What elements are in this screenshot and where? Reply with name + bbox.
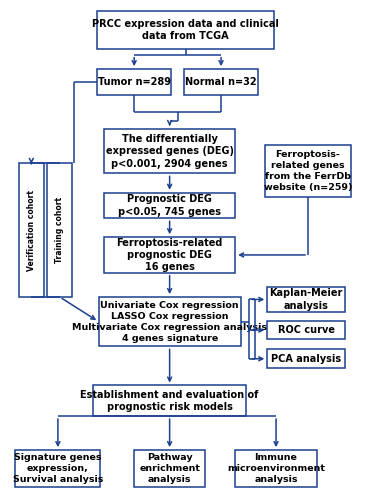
- Text: Tumor n=289: Tumor n=289: [98, 77, 171, 87]
- Text: The differentially
expressed genes (DEG)
p<0.001, 2904 genes: The differentially expressed genes (DEG)…: [106, 134, 234, 168]
- Text: Ferroptosis-
related genes
from the FerrDb
website (n=259): Ferroptosis- related genes from the Ferr…: [264, 150, 352, 192]
- Text: PCA analysis: PCA analysis: [271, 354, 341, 364]
- FancyBboxPatch shape: [267, 350, 345, 368]
- FancyBboxPatch shape: [134, 450, 205, 487]
- Text: Ferroptosis-related
prognostic DEG
16 genes: Ferroptosis-related prognostic DEG 16 ge…: [116, 238, 223, 272]
- FancyBboxPatch shape: [104, 237, 235, 272]
- Text: Pathway
enrichment
analysis: Pathway enrichment analysis: [139, 453, 200, 484]
- FancyBboxPatch shape: [19, 164, 44, 297]
- Text: Prognostic DEG
p<0.05, 745 genes: Prognostic DEG p<0.05, 745 genes: [118, 194, 221, 216]
- FancyBboxPatch shape: [97, 69, 171, 94]
- FancyBboxPatch shape: [235, 450, 317, 487]
- Text: Normal n=32: Normal n=32: [185, 77, 257, 87]
- FancyBboxPatch shape: [267, 320, 345, 340]
- Text: Immune
microenvironment
analysis: Immune microenvironment analysis: [227, 453, 325, 484]
- Text: Kaplan-Meier
analysis: Kaplan-Meier analysis: [269, 288, 343, 310]
- FancyBboxPatch shape: [15, 450, 101, 487]
- FancyBboxPatch shape: [104, 129, 235, 174]
- Text: PRCC expression data and clinical
data from TCGA: PRCC expression data and clinical data f…: [92, 19, 279, 41]
- FancyBboxPatch shape: [184, 69, 258, 94]
- FancyBboxPatch shape: [265, 145, 351, 197]
- Text: Training cohort: Training cohort: [55, 197, 64, 264]
- FancyBboxPatch shape: [97, 12, 274, 49]
- Text: Signature genes
expression,
Survival analysis: Signature genes expression, Survival ana…: [13, 453, 103, 484]
- Text: Establishment and evaluation of
prognostic risk models: Establishment and evaluation of prognost…: [81, 390, 259, 412]
- FancyBboxPatch shape: [99, 297, 240, 346]
- FancyBboxPatch shape: [93, 386, 246, 416]
- Text: ROC curve: ROC curve: [278, 325, 335, 335]
- FancyBboxPatch shape: [47, 164, 72, 297]
- Text: Verification cohort: Verification cohort: [27, 190, 36, 270]
- FancyBboxPatch shape: [267, 287, 345, 312]
- FancyBboxPatch shape: [104, 192, 235, 218]
- Text: Univariate Cox regression
LASSO Cox regression
Multivariate Cox regression analy: Univariate Cox regression LASSO Cox regr…: [72, 300, 267, 343]
